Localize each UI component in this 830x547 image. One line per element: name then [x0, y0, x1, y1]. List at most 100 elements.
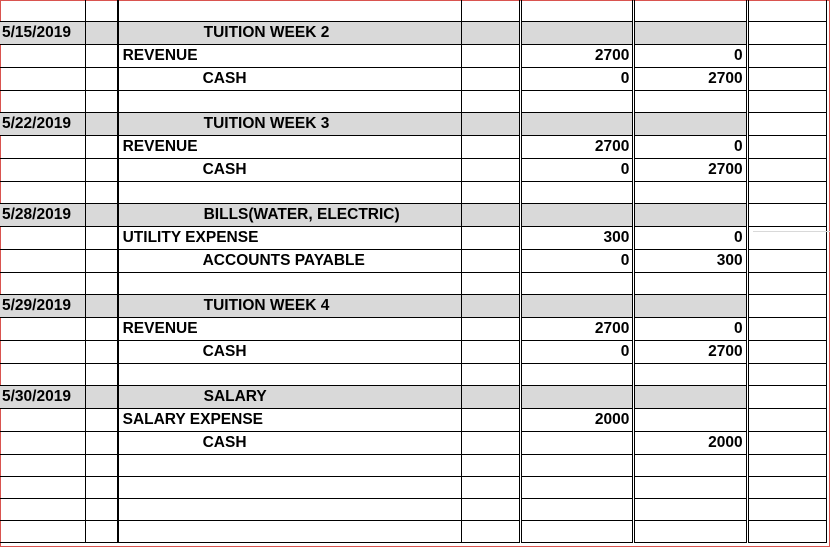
- cell[interactable]: [633, 363, 749, 386]
- cell[interactable]: [747, 498, 828, 521]
- cell[interactable]: [0, 181, 87, 204]
- cell[interactable]: [633, 272, 749, 295]
- cell[interactable]: [461, 294, 523, 318]
- cell[interactable]: [0, 408, 87, 432]
- cell[interactable]: [117, 454, 462, 477]
- cell[interactable]: [85, 454, 119, 477]
- cell[interactable]: [117, 90, 462, 113]
- cell[interactable]: [633, 90, 749, 113]
- cell[interactable]: [633, 112, 749, 136]
- cell[interactable]: [633, 385, 749, 409]
- cell[interactable]: [0, 0, 87, 22]
- cell[interactable]: [633, 520, 749, 543]
- cell[interactable]: [0, 226, 87, 250]
- cell[interactable]: [85, 158, 119, 182]
- cell[interactable]: [520, 90, 636, 113]
- cell[interactable]: [520, 181, 636, 204]
- cell[interactable]: [85, 476, 119, 499]
- cell[interactable]: [633, 0, 749, 22]
- cell[interactable]: [461, 272, 523, 295]
- cell[interactable]: [520, 476, 636, 499]
- cell[interactable]: [520, 520, 636, 543]
- cell[interactable]: 0: [633, 135, 749, 159]
- cell[interactable]: [747, 135, 828, 159]
- cell[interactable]: [85, 249, 119, 273]
- cell[interactable]: [520, 431, 636, 455]
- cell[interactable]: [461, 363, 523, 386]
- cell[interactable]: UTILITY EXPENSE: [117, 226, 462, 250]
- cell[interactable]: [85, 112, 119, 136]
- cell[interactable]: 0: [520, 67, 636, 91]
- cell[interactable]: [747, 181, 828, 204]
- cell[interactable]: 0: [520, 249, 636, 273]
- cell[interactable]: [520, 112, 636, 136]
- cell[interactable]: [461, 21, 523, 45]
- cell[interactable]: [747, 21, 828, 45]
- cell[interactable]: [117, 476, 462, 499]
- cell[interactable]: [117, 272, 462, 295]
- cell[interactable]: [117, 520, 462, 543]
- cell[interactable]: [85, 317, 119, 341]
- cell[interactable]: [461, 317, 523, 341]
- cell[interactable]: 5/28/2019: [0, 203, 87, 227]
- cell[interactable]: [747, 203, 828, 227]
- cell[interactable]: [520, 0, 636, 22]
- cell[interactable]: [520, 21, 636, 45]
- cell[interactable]: [0, 498, 87, 521]
- cell[interactable]: 2700: [633, 67, 749, 91]
- cell[interactable]: [633, 454, 749, 477]
- cell[interactable]: [747, 317, 828, 341]
- cell[interactable]: [0, 272, 87, 295]
- cell[interactable]: [461, 498, 523, 521]
- cell[interactable]: [85, 363, 119, 386]
- cell[interactable]: [117, 498, 462, 521]
- cell[interactable]: [85, 67, 119, 91]
- cell[interactable]: [747, 44, 828, 68]
- cell[interactable]: [85, 226, 119, 250]
- cell[interactable]: 5/15/2019: [0, 21, 87, 45]
- cell[interactable]: [461, 44, 523, 68]
- cell[interactable]: BILLS(WATER, ELECTRIC): [117, 203, 462, 227]
- cell[interactable]: [117, 0, 462, 22]
- cell[interactable]: [461, 249, 523, 273]
- cell[interactable]: REVENUE: [117, 44, 462, 68]
- cell[interactable]: [520, 203, 636, 227]
- cell[interactable]: 5/30/2019: [0, 385, 87, 409]
- cell[interactable]: [0, 363, 87, 386]
- cell[interactable]: [633, 21, 749, 45]
- cell[interactable]: [461, 0, 523, 22]
- cell[interactable]: [461, 454, 523, 477]
- cell[interactable]: SALARY EXPENSE: [117, 408, 462, 432]
- cell[interactable]: 300: [520, 226, 636, 250]
- cell[interactable]: [0, 431, 87, 455]
- cell[interactable]: REVENUE: [117, 135, 462, 159]
- cell[interactable]: [461, 158, 523, 182]
- cell[interactable]: ACCOUNTS PAYABLE: [117, 249, 462, 273]
- cell[interactable]: [520, 272, 636, 295]
- cell[interactable]: [747, 90, 828, 113]
- cell[interactable]: 2000: [520, 408, 636, 432]
- cell[interactable]: 2000: [633, 431, 749, 455]
- cell[interactable]: 5/29/2019: [0, 294, 87, 318]
- cell[interactable]: [85, 431, 119, 455]
- cell[interactable]: 0: [520, 340, 636, 364]
- cell[interactable]: [747, 112, 828, 136]
- cell[interactable]: [747, 67, 828, 91]
- cell[interactable]: CASH: [117, 158, 462, 182]
- cell[interactable]: [747, 272, 828, 295]
- cell[interactable]: [747, 226, 828, 250]
- cell[interactable]: [85, 0, 119, 22]
- cell[interactable]: [747, 431, 828, 455]
- cell[interactable]: [85, 135, 119, 159]
- cell[interactable]: CASH: [117, 431, 462, 455]
- cell[interactable]: [461, 181, 523, 204]
- cell[interactable]: [461, 135, 523, 159]
- cell[interactable]: SALARY: [117, 385, 462, 409]
- cell[interactable]: [747, 454, 828, 477]
- cell[interactable]: [461, 385, 523, 409]
- cell[interactable]: [747, 249, 828, 273]
- cell[interactable]: 5/22/2019: [0, 112, 87, 136]
- cell[interactable]: [747, 408, 828, 432]
- cell[interactable]: [85, 272, 119, 295]
- cell[interactable]: [117, 363, 462, 386]
